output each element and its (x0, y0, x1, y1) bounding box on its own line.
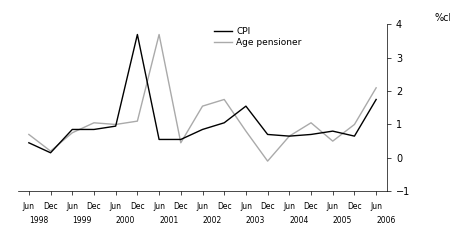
Legend: CPI, Age pensioner: CPI, Age pensioner (214, 27, 302, 47)
Age pensioner (265, 160, 270, 163)
Text: 2004: 2004 (289, 216, 309, 225)
Age pensioner (287, 135, 292, 138)
Text: Jun: Jun (240, 202, 252, 211)
Age pensioner (178, 141, 184, 144)
CPI (200, 128, 205, 131)
Text: Dec: Dec (217, 202, 231, 211)
Line: Age pensioner: Age pensioner (29, 35, 376, 161)
Text: Jun: Jun (197, 202, 208, 211)
CPI (352, 135, 357, 138)
CPI (70, 128, 75, 131)
Text: Jun: Jun (110, 202, 122, 211)
Age pensioner (221, 98, 227, 101)
CPI (135, 33, 140, 36)
CPI (221, 121, 227, 124)
Text: 2002: 2002 (202, 216, 222, 225)
CPI (157, 138, 162, 141)
Text: Dec: Dec (43, 202, 58, 211)
Text: Dec: Dec (87, 202, 101, 211)
Text: 2005: 2005 (333, 216, 352, 225)
Age pensioner (243, 130, 248, 133)
Age pensioner (91, 121, 97, 124)
CPI (26, 141, 32, 144)
CPI (287, 135, 292, 138)
CPI (374, 98, 379, 101)
Line: CPI: CPI (29, 35, 376, 153)
Text: 2001: 2001 (159, 216, 178, 225)
Age pensioner (352, 123, 357, 126)
Text: 2006: 2006 (376, 216, 396, 225)
Age pensioner (113, 123, 118, 126)
Text: Jun: Jun (23, 202, 35, 211)
Text: Dec: Dec (347, 202, 362, 211)
CPI (178, 138, 184, 141)
Age pensioner (330, 140, 335, 143)
CPI (48, 151, 53, 154)
Text: 2000: 2000 (116, 216, 135, 225)
Age pensioner (157, 33, 162, 36)
Age pensioner (70, 131, 75, 134)
Text: Dec: Dec (130, 202, 145, 211)
CPI (265, 133, 270, 136)
Text: 2003: 2003 (246, 216, 266, 225)
Text: Jun: Jun (327, 202, 339, 211)
Age pensioner (308, 121, 314, 124)
CPI (308, 133, 314, 136)
Age pensioner (200, 105, 205, 108)
Age pensioner (374, 86, 379, 89)
Text: Jun: Jun (153, 202, 165, 211)
Text: Jun: Jun (66, 202, 78, 211)
CPI (91, 128, 97, 131)
Text: %change: %change (435, 13, 450, 23)
CPI (330, 130, 335, 133)
Text: 1998: 1998 (29, 216, 48, 225)
CPI (243, 105, 248, 108)
Text: 1999: 1999 (72, 216, 92, 225)
Age pensioner (48, 150, 53, 153)
Age pensioner (26, 133, 32, 136)
Text: Jun: Jun (370, 202, 382, 211)
Age pensioner (135, 120, 140, 122)
Text: Jun: Jun (284, 202, 295, 211)
Text: Dec: Dec (260, 202, 275, 211)
Text: Dec: Dec (304, 202, 318, 211)
CPI (113, 125, 118, 128)
Text: Dec: Dec (174, 202, 188, 211)
